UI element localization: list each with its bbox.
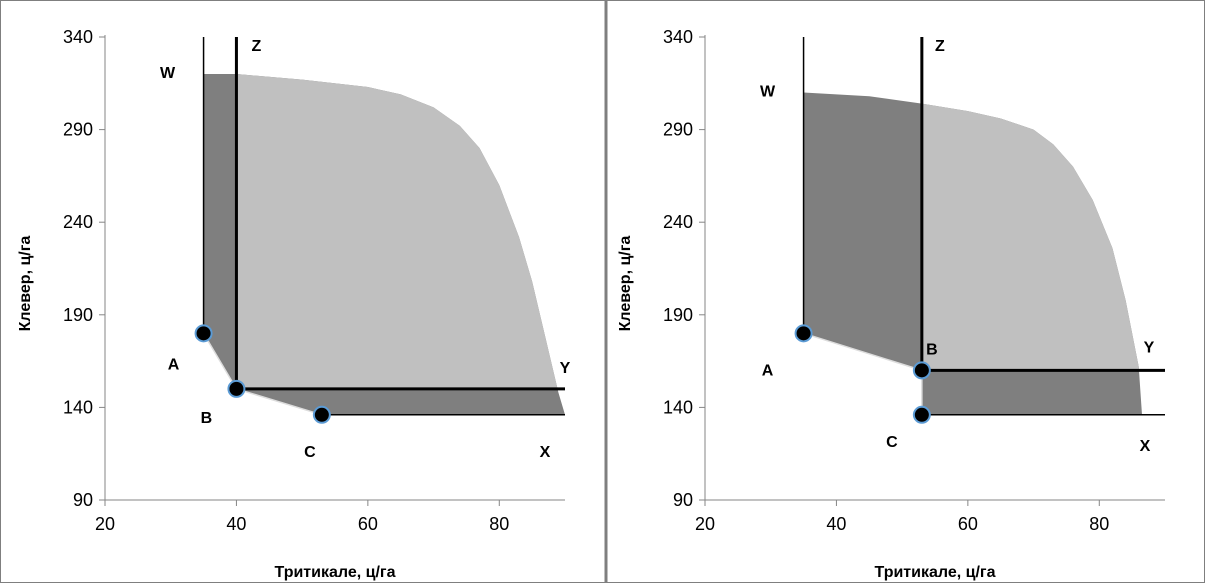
y-tick-label: 90 <box>673 490 693 510</box>
point-C <box>312 405 331 424</box>
light-region <box>236 74 558 389</box>
y-tick-label: 240 <box>63 212 93 232</box>
y-tick-label: 140 <box>63 397 93 417</box>
y-axis-title: Клевер, ц/га <box>617 236 634 332</box>
x-tick-label: 80 <box>489 514 509 534</box>
x-tick-label: 40 <box>826 514 846 534</box>
point-A <box>194 324 213 343</box>
x-tick-label: 60 <box>358 514 378 534</box>
point-B <box>227 379 246 398</box>
line-label-Z: Z <box>935 38 945 55</box>
chart-panel-left: 90 140 190 240 290 340 20 40 60 80 Тритикале, ц/га… <box>17 27 571 581</box>
y-tick-label: 140 <box>663 397 693 417</box>
point-label-A: A <box>762 362 774 379</box>
y-tick-label: 190 <box>663 305 693 325</box>
point-label-C: C <box>886 434 898 451</box>
y-tick-label: 340 <box>63 27 93 47</box>
point-label-B: B <box>926 341 938 358</box>
x-tick-label: 60 <box>958 514 978 534</box>
y-axis-title: Клевер, ц/га <box>17 236 34 332</box>
y-tick-label: 240 <box>663 212 693 232</box>
y-tick-label: 290 <box>63 120 93 140</box>
x-tick-label: 40 <box>226 514 246 534</box>
light-region <box>921 103 1139 371</box>
chart-panel-right: 90 140 190 240 290 340 20 40 60 80 Тритикале, ц/га… <box>617 27 1165 581</box>
line-label-X: X <box>540 444 551 461</box>
y-tick-label: 190 <box>63 305 93 325</box>
line-label-X: X <box>1140 438 1151 455</box>
line-label-W: W <box>160 65 176 82</box>
line-label-Y: Y <box>560 360 571 377</box>
y-tick-label: 290 <box>663 120 693 140</box>
y-tick-label: 340 <box>663 27 693 47</box>
x-axis-title: Тритикале, ц/га <box>875 564 996 581</box>
line-label-Y: Y <box>1144 339 1155 356</box>
x-axis-title: Тритикале, ц/га <box>275 564 396 581</box>
point-label-B: B <box>201 410 213 427</box>
line-label-Z: Z <box>252 38 262 55</box>
point-label-A: A <box>168 356 180 373</box>
point-B <box>912 361 931 380</box>
point-label-C: C <box>304 444 316 461</box>
x-tick-label: 80 <box>1089 514 1109 534</box>
x-tick-label: 20 <box>95 514 115 534</box>
point-A <box>794 324 813 343</box>
y-tick-label: 90 <box>73 490 93 510</box>
point-C <box>912 405 931 424</box>
x-tick-label: 20 <box>695 514 715 534</box>
line-label-W: W <box>760 84 776 101</box>
